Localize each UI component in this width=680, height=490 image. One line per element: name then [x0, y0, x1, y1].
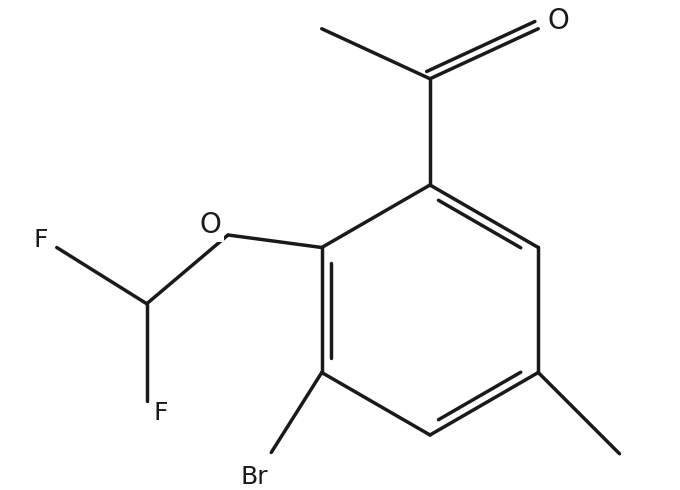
- Text: Br: Br: [241, 465, 268, 489]
- Text: F: F: [33, 227, 48, 251]
- Text: F: F: [154, 401, 168, 425]
- Text: O: O: [199, 211, 221, 239]
- Text: O: O: [547, 7, 569, 35]
